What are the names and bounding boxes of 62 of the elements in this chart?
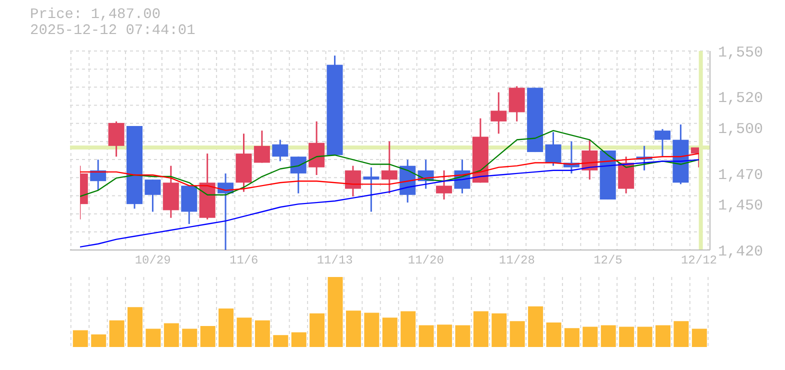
x-tick-label: 12/12: [680, 254, 718, 268]
bar: [528, 306, 544, 347]
candlestick: [290, 156, 306, 194]
chart-title: Price: 1,487.00: [30, 7, 161, 23]
candlestick: [108, 120, 124, 158]
y-tick-label: 1,520: [718, 90, 764, 108]
bar: [455, 325, 470, 347]
x-tick-label: 11/13: [316, 254, 353, 268]
x-tick-label: 11/6: [229, 254, 258, 268]
bar: [418, 325, 434, 347]
bar: [674, 321, 689, 347]
bar: [236, 318, 252, 347]
x-tick-label: 12/5: [594, 254, 622, 268]
bar: [273, 335, 288, 347]
bar: [164, 323, 179, 347]
bar: [328, 277, 343, 347]
bar: [146, 328, 161, 347]
bar: [437, 324, 452, 347]
bar: [637, 326, 652, 347]
candlestick: [254, 130, 270, 164]
bar: [492, 313, 507, 347]
bar: [564, 328, 580, 347]
chart-subtitle: 2025-12-12 07:44:01: [30, 23, 196, 39]
y-tick-label: 1,470: [718, 166, 764, 184]
candlestick: [381, 140, 398, 194]
x-tick-label: 11/20: [408, 254, 444, 268]
bar: [510, 321, 525, 347]
bar: [91, 334, 106, 347]
bar: [200, 326, 216, 347]
bar: [600, 325, 616, 347]
candlestick: [436, 170, 452, 200]
bar: [291, 332, 306, 347]
bar: [128, 307, 143, 347]
bar: [182, 328, 198, 347]
bar: [346, 310, 361, 347]
y-tick-label: 1,420: [718, 243, 764, 260]
bar: [109, 320, 124, 347]
candlestick: [344, 165, 361, 198]
candlestick: [654, 128, 670, 158]
bar: [218, 308, 234, 347]
bar: [254, 320, 270, 347]
y-tick-label: 1,450: [718, 197, 764, 214]
bar: [382, 318, 398, 347]
bar: [364, 312, 380, 347]
candlestick: [363, 166, 380, 212]
bar: [400, 311, 416, 347]
candlestick: [490, 92, 507, 134]
bar: [310, 313, 325, 347]
candlestick: [144, 178, 161, 212]
bar: [546, 322, 562, 347]
y-tick-label: 1,500: [718, 120, 764, 138]
y-tick-label: 1,550: [718, 44, 764, 62]
x-tick-label: 10/29: [134, 254, 171, 268]
x-tick-label: 11/28: [498, 254, 535, 268]
bar: [582, 326, 598, 347]
bar: [619, 326, 634, 347]
bar: [692, 328, 707, 347]
candlestick: [545, 131, 562, 167]
bar: [473, 311, 488, 347]
bar: [72, 330, 88, 347]
bar: [655, 325, 670, 347]
candlestick: [272, 139, 288, 162]
